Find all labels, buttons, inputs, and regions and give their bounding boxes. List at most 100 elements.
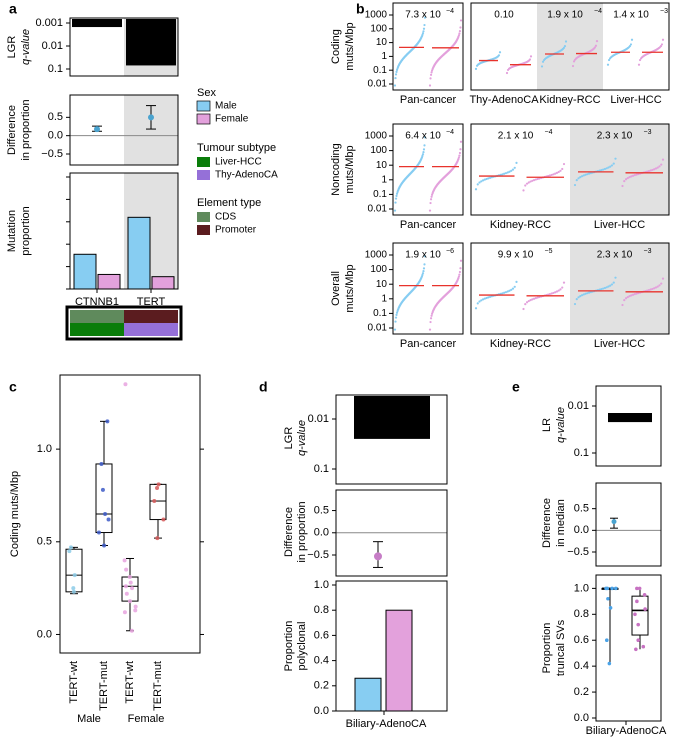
- rate-point: [605, 167, 608, 170]
- a-lgr-label: LGR: [6, 36, 18, 59]
- rate-point: [421, 153, 425, 156]
- a-mut-label: Mutation: [6, 210, 18, 252]
- b-ytick-label: 1: [381, 174, 387, 185]
- e-prop-tick-label: 0.2: [574, 686, 589, 698]
- sample-point: [99, 461, 104, 466]
- rate-point: [483, 178, 486, 181]
- rate-point: [430, 314, 433, 317]
- group-label: Kidney-RCC: [539, 94, 600, 106]
- rate-point: [423, 136, 427, 139]
- rate-point: [605, 286, 608, 289]
- rate-point: [562, 281, 566, 284]
- d-poly-tick-label: 0.6: [314, 629, 329, 641]
- rate-point: [598, 288, 601, 291]
- d-poly-tick-label: 0.8: [314, 604, 329, 616]
- track-ctnnb1-cds: [70, 310, 124, 323]
- rate-point: [527, 299, 530, 303]
- b-ytick-label: 100: [370, 264, 387, 275]
- group-label: Pan-cancer: [400, 219, 457, 231]
- sample-point: [156, 482, 161, 487]
- b-ytick-label: 0.1: [373, 189, 387, 200]
- rate-point: [488, 176, 492, 179]
- rate-point: [552, 291, 555, 295]
- qvalue-bar-tert: [126, 19, 176, 66]
- group-label: Liver-HCC: [594, 338, 645, 350]
- rate-point: [504, 291, 508, 294]
- rate-point: [582, 174, 585, 177]
- rate-point: [534, 178, 537, 181]
- rate-point: [575, 298, 578, 301]
- rate-point: [623, 299, 626, 302]
- rate-point: [651, 287, 654, 291]
- rate-point: [481, 298, 485, 301]
- e-diff-label: in median: [555, 499, 567, 547]
- rate-point: [515, 161, 518, 164]
- c-xlabel: TERT-mut: [152, 661, 164, 711]
- e-lr-label: LR: [541, 418, 553, 432]
- a-diff-label: in proportion: [20, 99, 32, 160]
- rate-point: [510, 288, 513, 291]
- p-value: 9.9 x 10: [498, 250, 534, 261]
- b-row-title: Noncoding: [330, 143, 342, 196]
- rate-point: [394, 320, 397, 323]
- pan-female-curve: [428, 140, 463, 212]
- qvalue-bar: [354, 396, 430, 439]
- rate-point: [393, 209, 397, 212]
- diff-point: [374, 552, 382, 561]
- sample-point: [123, 584, 128, 589]
- legend-label-female: Female: [215, 114, 249, 125]
- legend-title-element: Element type: [197, 197, 261, 209]
- rate-point: [603, 167, 607, 171]
- rate-point: [394, 76, 397, 80]
- p-value: 2.1 x 10: [498, 131, 534, 142]
- rate-point: [485, 177, 488, 181]
- p-exponent: −4: [446, 8, 454, 15]
- rate-point: [430, 195, 433, 198]
- rate-point: [458, 32, 461, 35]
- a-mut-label: proportion: [20, 206, 32, 256]
- rate-point: [547, 293, 550, 296]
- group-male-curve: [573, 157, 617, 187]
- b-ytick-label: 1: [381, 51, 387, 62]
- rate-point: [635, 173, 638, 176]
- d-qvalue-frame: [335, 394, 448, 485]
- c-sex-male: Male: [77, 713, 101, 725]
- d-poly-tick-label: 0.4: [314, 655, 329, 667]
- d-poly-tick-label: 0.0: [314, 705, 329, 717]
- diff-point-ctnnb1: [94, 126, 100, 133]
- group-label: Liver-HCC: [594, 219, 645, 231]
- rate-point: [421, 273, 424, 276]
- b-ytick-label: 10: [376, 279, 388, 290]
- rate-point: [490, 176, 493, 179]
- legend-swatch-male: [196, 100, 211, 112]
- c-ytick-label: 0.5: [37, 536, 52, 548]
- rate-point: [587, 291, 591, 294]
- rate-point: [458, 29, 462, 33]
- a-diff-label: Difference: [6, 105, 18, 155]
- a-diff-tick-label: 0.0: [48, 130, 63, 142]
- rate-point: [594, 44, 598, 47]
- sample-point: [71, 589, 76, 594]
- panel-label-d: d: [259, 379, 268, 395]
- rate-point: [525, 301, 529, 304]
- e-xlabel: Biliary-AdenoCA: [586, 725, 667, 737]
- rate-point: [612, 281, 615, 284]
- rate-point: [429, 73, 433, 76]
- c-frame: [59, 374, 201, 654]
- rate-point: [562, 162, 566, 166]
- c-ylabel: Coding muts/Mbp: [9, 471, 21, 557]
- sample-point: [71, 586, 76, 591]
- rate-point: [423, 263, 426, 266]
- legend-swatch-thy: [197, 170, 210, 180]
- pan-male-curve: [393, 136, 427, 212]
- d-poly-tick-label: 1.0: [314, 579, 329, 591]
- sample-point: [127, 599, 132, 604]
- rate-point: [647, 169, 651, 173]
- rate-point: [637, 172, 640, 176]
- rate-point: [423, 144, 426, 147]
- b-ytick-label: 0.1: [373, 308, 387, 319]
- rate-point: [524, 302, 527, 306]
- p-value: 7.3 x 10: [405, 10, 441, 21]
- bar-female-ctnnb1: [97, 273, 121, 290]
- rate-point: [555, 171, 559, 175]
